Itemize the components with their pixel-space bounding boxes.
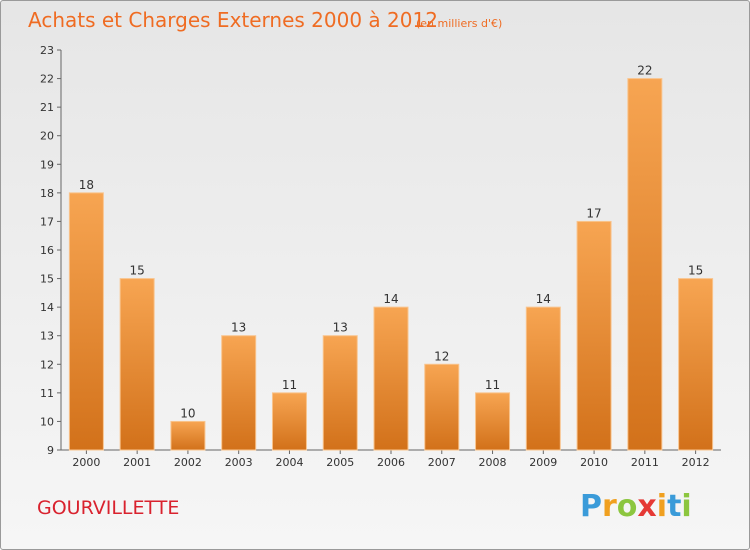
- logo-letter: i: [681, 489, 691, 524]
- bar-2007: [424, 363, 460, 451]
- bar-2006: [373, 306, 409, 451]
- data-label-2012: 15: [688, 264, 703, 278]
- data-label-2009: 14: [536, 292, 551, 306]
- data-label-2001: 15: [130, 264, 145, 278]
- y-tick-label: 22: [40, 73, 54, 86]
- x-tick-label-2006: 2006: [377, 456, 405, 469]
- bar-2009: [525, 306, 561, 451]
- logo-letter: x: [637, 489, 656, 524]
- bars: 18 15 10 13 11 13 14 12 11 14 17 22 15: [68, 64, 714, 451]
- data-label-2008: 11: [485, 378, 500, 392]
- location-label: GOURVILLETTE: [37, 497, 179, 519]
- bar-2012: [678, 278, 714, 451]
- data-label-2007: 12: [434, 349, 449, 363]
- y-axis: 9 10 11 12 13 14 15 16 17 18 19 20 21 22 23: [40, 44, 62, 457]
- logo-letter: r: [602, 489, 617, 524]
- proxiti-logo: Proxiti: [580, 489, 692, 524]
- x-tick-label-2009: 2009: [529, 456, 557, 469]
- x-tick-label-2010: 2010: [580, 456, 608, 469]
- bar-2008: [475, 392, 511, 451]
- y-tick-label: 9: [47, 444, 54, 457]
- y-tick-label: 12: [40, 358, 54, 371]
- y-tick-label: 10: [40, 415, 54, 428]
- bar-2005: [322, 335, 358, 451]
- x-axis: 2000 2001 2002 2003 2004 2005 2006 2007 2008 2009…: [61, 449, 721, 469]
- x-tick-label-2007: 2007: [428, 456, 456, 469]
- x-tick-label-2012: 2012: [682, 456, 710, 469]
- x-tick-label-2002: 2002: [174, 456, 202, 469]
- logo-letter: P: [580, 489, 602, 524]
- y-tick-label: 18: [40, 187, 54, 200]
- bar-2002: [170, 420, 206, 451]
- logo-letter: t: [667, 489, 681, 524]
- y-tick-label: 14: [40, 301, 54, 314]
- bar-2001: [119, 278, 155, 451]
- y-tick-label: 20: [40, 130, 54, 143]
- chart-title: Achats et Charges Externes 2000 à 2012: [28, 8, 438, 32]
- bar-2011: [627, 78, 663, 451]
- y-tick-label: 11: [40, 387, 54, 400]
- data-label-2000: 18: [79, 178, 94, 192]
- bar-2004: [271, 392, 307, 451]
- bar-2010: [576, 220, 612, 451]
- x-tick-label-2008: 2008: [479, 456, 507, 469]
- x-tick-label-2000: 2000: [72, 456, 100, 469]
- y-tick-label: 23: [40, 44, 54, 57]
- data-label-2006: 14: [383, 292, 398, 306]
- data-label-2010: 17: [586, 206, 601, 220]
- data-label-2004: 11: [282, 378, 297, 392]
- y-tick-label: 15: [40, 273, 54, 286]
- chart-subtitle: (en milliers d'€): [416, 17, 502, 30]
- bar-2003: [221, 335, 257, 451]
- logo-letter: o: [617, 489, 638, 524]
- data-label-2003: 13: [231, 321, 246, 335]
- y-tick-label: 21: [40, 101, 54, 114]
- x-tick-label-2001: 2001: [123, 456, 151, 469]
- bar-2000: [68, 192, 104, 451]
- x-tick-label-2003: 2003: [225, 456, 253, 469]
- data-label-2005: 13: [333, 321, 348, 335]
- y-tick-label: 13: [40, 330, 54, 343]
- data-label-2002: 10: [180, 406, 195, 420]
- y-tick-label: 17: [40, 215, 54, 228]
- y-tick-label: 19: [40, 158, 54, 171]
- x-tick-label-2004: 2004: [275, 456, 303, 469]
- data-label-2011: 22: [637, 64, 652, 78]
- x-tick-label-2011: 2011: [631, 456, 659, 469]
- y-tick-label: 16: [40, 244, 54, 257]
- x-tick-label-2005: 2005: [326, 456, 354, 469]
- logo-letter: i: [657, 489, 667, 524]
